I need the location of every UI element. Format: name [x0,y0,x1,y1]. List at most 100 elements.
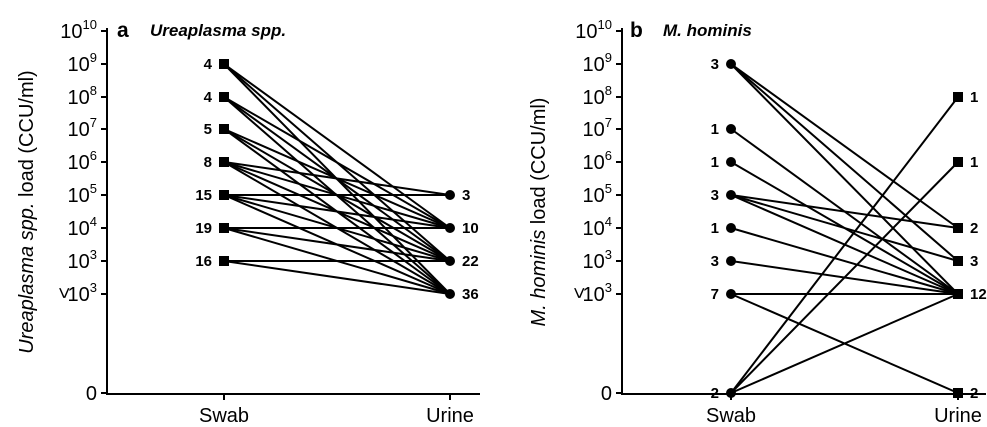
y-tick-label: 107 [583,115,612,141]
panel-letter: b [630,19,643,42]
y-tick-label: 108 [68,83,97,109]
patient-link-line [223,227,451,262]
y-tick-label: 103 [583,247,612,273]
patient-link-line [730,63,959,295]
urine-marker [953,157,963,167]
swab-count-label: 4 [204,56,213,73]
patient-link-line [730,293,959,394]
swab-marker [726,388,736,398]
y-tick-label: 103 [68,247,97,273]
urine-marker [445,256,455,266]
swab-marker [726,157,736,167]
x-tick-label: Urine [934,405,982,427]
swab-count-label: 2 [711,385,719,402]
y-tick-label: 0 [86,383,97,405]
y-tick-label: 103 [68,280,97,306]
swab-marker [219,157,229,167]
urine-marker [445,223,455,233]
swab-count-label: 3 [711,253,719,270]
swab-count-label: 16 [195,253,212,270]
y-tick-label: 1010 [575,17,612,43]
swab-count-label: 1 [711,121,719,138]
less-than-symbol: < [54,287,76,299]
urine-marker [953,92,963,102]
y-tick-label: 105 [68,181,97,207]
swab-marker [219,92,229,102]
swab-count-label: 7 [711,286,719,303]
swab-marker [219,190,229,200]
swab-count-label: 5 [204,121,212,138]
urine-marker [953,256,963,266]
urine-count-label: 2 [970,385,978,402]
less-than-symbol: < [569,287,591,299]
swab-marker [726,289,736,299]
swab-marker [219,59,229,69]
y-tick-label: 104 [583,214,612,240]
urine-count-label: 22 [462,253,479,270]
swab-count-label: 3 [711,187,719,204]
panel-letter: a [117,19,129,42]
urine-marker [445,289,455,299]
patient-link-line [223,63,451,229]
x-tick-label: Urine [426,405,474,427]
swab-marker [726,59,736,69]
swab-count-label: 8 [204,154,212,171]
patient-link-line [730,63,959,229]
panel-title: Ureaplasma spp. [150,21,286,40]
swab-count-label: 15 [195,187,212,204]
x-tick-label: Swab [706,405,756,427]
patient-link-line [730,63,959,262]
swab-count-label: 1 [711,154,719,171]
urine-count-label: 2 [970,220,978,237]
patient-link-line [223,161,451,196]
urine-marker [953,289,963,299]
y-tick-label: 105 [583,181,612,207]
swab-marker [219,223,229,233]
urine-count-label: 1 [970,89,978,106]
swab-count-label: 4 [204,89,213,106]
urine-marker [953,388,963,398]
y-tick-label: 107 [68,115,97,141]
swab-count-label: 19 [195,220,212,237]
swab-marker [726,223,736,233]
swab-count-label: 1 [711,220,719,237]
panel-title: M. hominis [663,21,752,40]
patient-link-line [730,161,959,394]
y-axis-label: M. hominis load (CCU/ml) [528,98,550,327]
y-tick-label: 106 [583,148,612,174]
y-tick-label: 104 [68,214,97,240]
urine-count-label: 12 [970,286,987,303]
swab-marker [219,124,229,134]
y-tick-label: 103 [583,280,612,306]
patient-link-line [730,194,959,262]
patient-link-line [223,260,451,295]
swab-marker [726,124,736,134]
y-tick-label: 109 [583,50,612,76]
urine-count-label: 1 [970,154,978,171]
y-tick-label: 109 [68,50,97,76]
urine-count-label: 3 [970,253,978,270]
patient-link-line [730,227,959,295]
x-tick-label: Swab [199,405,249,427]
swab-marker [219,256,229,266]
y-tick-label: 108 [583,83,612,109]
urine-marker [445,190,455,200]
swab-count-label: 3 [711,56,719,73]
y-tick-label: 1010 [60,17,97,43]
y-axis-label: Ureaplasma spp. load (CCU/ml) [16,70,38,353]
patient-link-line [223,194,451,229]
patient-link-line [730,194,959,229]
urine-count-label: 36 [462,286,479,303]
y-tick-label: 106 [68,148,97,174]
urine-marker [953,223,963,233]
swab-marker [726,190,736,200]
patient-link-line [223,96,451,229]
y-tick-label: 0 [601,383,612,405]
urine-count-label: 10 [462,220,479,237]
patient-link-line [730,96,959,394]
swab-marker [726,256,736,266]
urine-count-label: 3 [462,187,470,204]
